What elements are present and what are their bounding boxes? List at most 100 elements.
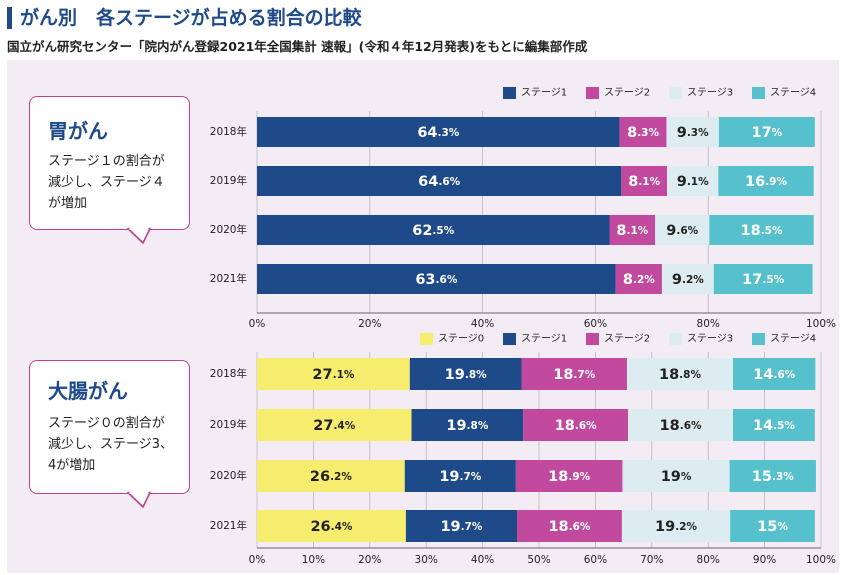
bar-segment [709,215,814,245]
callout-title: 大腸がん [48,379,128,403]
data-label: 16.9% [745,174,787,190]
legend-item: ステージ1 [503,87,567,99]
bar-segment [257,264,616,294]
data-label: 26.4% [310,519,352,535]
legend-label: ステージ0 [438,334,484,345]
x-tick-label: 0% [249,554,266,566]
callout-text: ステージ０の割合が 減少し、ステージ3、 4が増加 [48,413,173,476]
bar-segment [667,166,719,196]
data-label: 19.7% [440,519,482,535]
bar-segment [257,358,410,390]
data-label: 9.6% [666,223,698,239]
data-label: 63.6% [415,272,457,288]
callout-text: ステージ１の割合が 減少し、ステージ４ が増加 [48,151,165,214]
page-subtitle: 国立がん研究センター「院内がん登録2021年全国集計 速報」(令和４年12月発表… [7,39,588,54]
data-label: 19.8% [445,367,487,383]
bar-segment [730,510,815,542]
legend-swatch [586,333,599,345]
legend-label: ステージ4 [770,334,816,345]
legend-item: ステージ4 [752,87,816,99]
data-label: 9.2% [672,272,704,288]
x-tick-label: 20% [358,554,381,566]
data-label: 27.4% [313,418,355,434]
data-label: 8.1% [616,223,648,239]
y-category-label: 2021年 [210,272,247,285]
bar-segment [257,510,406,542]
callout-line: 減少し、ステージ3、 [48,437,174,452]
y-category-label: 2018年 [210,367,247,380]
data-label: 18.6% [548,519,590,535]
x-tick-label: 30% [415,554,438,566]
x-tick-label: 100% [806,318,836,330]
callout-stomach-cancer: 胃がん ステージ１の割合が 減少し、ステージ４ が増加 [29,96,190,230]
bar-segment [729,460,816,492]
data-label: 19.8% [446,418,488,434]
y-category-label: 2019年 [210,174,247,187]
data-label: 15.3% [752,469,794,485]
y-category-label: 2021年 [210,519,247,532]
legend-swatch [752,333,765,345]
bar-segment [661,264,714,294]
data-label: 19.2% [655,519,697,535]
bar-segment [615,264,662,294]
data-label: 18.8% [659,367,701,383]
bar-segment [257,409,412,441]
data-label: 14.6% [753,367,795,383]
data-label: 17.5% [742,272,784,288]
data-label: 18.7% [553,367,595,383]
x-tick-label: 40% [471,554,494,566]
callout-tail [127,227,151,244]
data-label: 19% [661,469,692,485]
x-tick-label: 70% [640,554,663,566]
bar-segment [411,409,524,441]
legend-label: ステージ1 [521,88,567,99]
legend-swatch [420,333,433,345]
y-category-label: 2019年 [210,418,247,431]
legend-swatch [752,87,765,99]
data-label: 18.9% [548,469,590,485]
bar-segment [609,215,656,245]
legend-item: ステージ4 [752,333,816,345]
bar-segment [666,117,719,147]
callout-tail [127,491,151,508]
legend-label: ステージ3 [687,334,733,345]
chart-0: 0% 20% 40% 60% 80% 100% 2018年 64.3% 8.3% 9.3% 17% 2… [210,87,836,330]
data-label: 62.5% [412,223,454,239]
data-label: 8.1% [628,174,660,190]
legend-item: ステージ2 [586,333,650,345]
bar-segment [619,117,667,147]
callout-line: ステージ０の割合が [48,416,165,431]
bar-segment [621,510,731,542]
legend-item: ステージ1 [503,333,567,345]
y-category-label: 2020年 [210,223,247,236]
y-category-label: 2020年 [210,469,247,482]
x-tick-label: 80% [697,554,720,566]
data-label: 9.1% [677,174,709,190]
legend-label: ステージ3 [687,88,733,99]
x-tick-label: 60% [584,554,607,566]
bar-segment [621,166,668,196]
chart-1: 0% 10% 20% 30% 40% 50% 60% 70% 80% 90% 100% 2018年 27… [210,333,836,566]
callout-tail-mask [129,227,149,230]
data-label: 9.3% [677,125,709,141]
bar-segment [626,358,734,390]
bar-segment [257,460,405,492]
x-tick-label: 40% [471,318,494,330]
callout-line: 減少し、ステージ４ [48,175,165,190]
data-label: 8.3% [627,125,659,141]
bar-segment [718,117,815,147]
data-label: 64.3% [417,125,459,141]
bar-segment [404,460,516,492]
legend-swatch [503,87,516,99]
data-label: 15% [757,519,788,535]
x-tick-label: 80% [697,318,720,330]
page-title: がん別 各ステージが占める割合の比較 [20,7,362,29]
legend-item: ステージ2 [586,87,650,99]
bar-segment [257,215,610,245]
legend-item: ステージ0 [420,333,484,345]
legend-label: ステージ4 [770,88,816,99]
callout-title: 胃がん [48,119,108,143]
bar-segment [733,409,815,441]
x-tick-label: 50% [527,554,550,566]
